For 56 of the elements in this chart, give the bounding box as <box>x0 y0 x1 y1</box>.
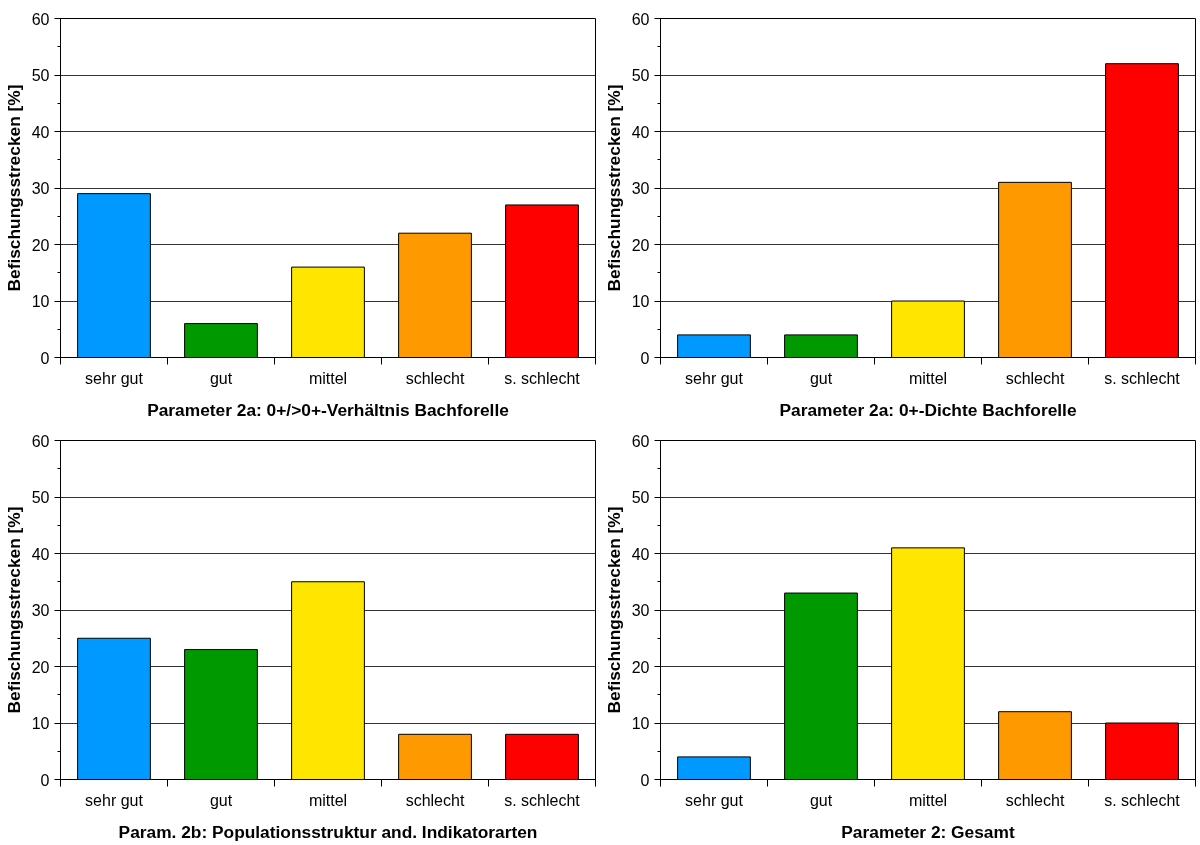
x-tick-label: schlecht <box>1005 369 1065 387</box>
y-tick-label: 30 <box>31 180 50 197</box>
x-tick-label: mittel <box>308 369 348 387</box>
x-tick-label: s. schlecht <box>1104 369 1181 387</box>
y-tick-label: 0 <box>640 771 650 789</box>
x-tick-label: gut <box>809 369 833 387</box>
x-tick-label: mittel <box>908 369 948 387</box>
x-tick-label: sehr gut <box>685 369 744 387</box>
x-tick-label: gut <box>209 369 233 387</box>
x-axis-title: Param. 2b: Populationsstruktur and. Indikatorarten <box>118 821 538 842</box>
y-tick-label: 50 <box>631 489 650 506</box>
y-tick-label: 30 <box>31 602 50 619</box>
y-tick-label: 20 <box>31 658 50 676</box>
x-axis-title: Parameter 2: Gesamt <box>841 821 1015 842</box>
y-tick-label: 60 <box>31 10 50 28</box>
y-tick-label: 40 <box>31 545 50 563</box>
y-tick-label: 50 <box>631 67 650 84</box>
x-tick-label: mittel <box>308 791 348 809</box>
y-tick-label: 40 <box>631 545 650 563</box>
x-tick-label: gut <box>809 791 833 809</box>
y-tick-label: 60 <box>31 432 50 450</box>
y-tick-label: 0 <box>40 349 50 367</box>
y-tick-label: 10 <box>631 715 650 732</box>
x-axis-title: Parameter 2a: 0+/>0+-Verhältnis Bachforelle <box>147 399 510 420</box>
x-tick-label: sehr gut <box>85 369 144 387</box>
y-axis-title: Befischungsstrecken [%] <box>603 84 624 292</box>
y-tick-label: 40 <box>631 123 650 141</box>
x-tick-label: s. schlecht <box>504 369 581 387</box>
x-tick-label: schlecht <box>405 369 465 387</box>
y-tick-label: 20 <box>31 236 50 254</box>
y-tick-label: 0 <box>640 349 650 367</box>
y-axis-title: Befischungsstrecken [%] <box>603 506 624 714</box>
x-tick-label: s. schlecht <box>504 791 581 809</box>
y-tick-label: 30 <box>631 602 650 619</box>
x-tick-label: schlecht <box>1005 791 1065 809</box>
y-tick-label: 0 <box>40 771 50 789</box>
y-tick-label: 20 <box>631 236 650 254</box>
y-tick-label: 50 <box>31 489 50 506</box>
x-tick-label: s. schlecht <box>1104 791 1181 809</box>
y-tick-label: 10 <box>631 293 650 310</box>
y-tick-label: 40 <box>31 123 50 141</box>
x-axis-title: Parameter 2a: 0+-Dichte Bachforelle <box>779 399 1077 420</box>
y-tick-label: 60 <box>631 432 650 450</box>
x-tick-label: sehr gut <box>85 791 144 809</box>
y-tick-label: 10 <box>31 293 50 310</box>
x-tick-label: schlecht <box>405 791 465 809</box>
y-tick-label: 60 <box>631 10 650 28</box>
y-axis-title: Befischungsstrecken [%] <box>3 506 24 714</box>
x-tick-label: sehr gut <box>685 791 744 809</box>
y-tick-label: 10 <box>31 715 50 732</box>
y-tick-label: 20 <box>631 658 650 676</box>
y-tick-label: 50 <box>31 67 50 84</box>
y-tick-label: 30 <box>631 180 650 197</box>
y-axis-title: Befischungsstrecken [%] <box>3 84 24 292</box>
x-tick-label: gut <box>209 791 233 809</box>
x-tick-label: mittel <box>908 791 948 809</box>
